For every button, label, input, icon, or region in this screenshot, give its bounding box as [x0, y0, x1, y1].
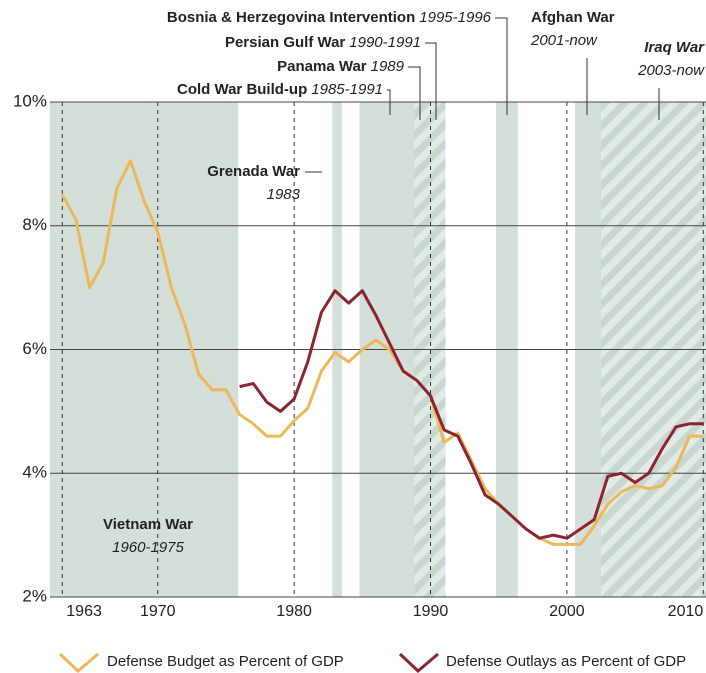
period-name: Panama War — [277, 58, 367, 75]
period-name: Grenada War — [207, 163, 300, 180]
period-name: Persian Gulf War — [225, 34, 345, 51]
period-years: 1960-1975 — [112, 539, 184, 556]
y-tick-label: 10% — [13, 91, 47, 110]
y-tick-label: 6% — [22, 339, 47, 358]
x-tick-label: 1970 — [140, 603, 176, 620]
x-tick-label: 2000 — [549, 603, 585, 620]
period-label: Bosnia & Herzegovina Intervention 1995-19… — [167, 9, 492, 26]
period-name: Iraq War — [644, 39, 705, 56]
period-years-label: 1983 — [267, 186, 301, 203]
leader-line — [425, 42, 437, 120]
period-label: Grenada War — [207, 163, 300, 180]
period-label: Persian Gulf War 1990-1991 — [225, 34, 421, 51]
period-label: Afghan War — [531, 9, 615, 26]
y-tick-label: 2% — [22, 586, 47, 605]
legend-label: Defense Outlays as Percent of GDP — [446, 653, 686, 670]
period-label: Cold War Build-up 1985-1991 — [177, 81, 383, 98]
period-label: Panama War 1989 — [277, 58, 405, 75]
leader-line — [408, 66, 421, 120]
x-tick-label: 1990 — [413, 603, 449, 620]
y-tick-label: 8% — [22, 215, 47, 234]
leader-line — [495, 17, 508, 115]
period-years-label: 2001-now — [530, 32, 598, 49]
period-years: 1989 — [371, 58, 405, 75]
series-line — [60, 159, 704, 546]
x-tick-label: 1980 — [276, 603, 312, 620]
x-tick-label: 1963 — [66, 603, 102, 620]
legend-label: Defense Budget as Percent of GDP — [107, 653, 344, 670]
period-years-label: 2003-now — [637, 62, 705, 79]
period-name: Bosnia & Herzegovina Intervention — [167, 9, 415, 26]
period-label: Vietnam War — [103, 516, 193, 533]
period-years: 1990-1991 — [349, 34, 421, 51]
period-name: Cold War Build-up — [177, 81, 307, 98]
period-years: 1995-1996 — [419, 9, 491, 26]
period-years-label: 1960-1975 — [112, 539, 184, 556]
period-years: 2001-now — [530, 32, 598, 49]
series-line — [239, 289, 704, 540]
period-years: 1983 — [267, 186, 301, 203]
period-years: 1985-1991 — [311, 81, 383, 98]
legend-swatch — [398, 652, 439, 673]
period-years: 2003-now — [637, 62, 705, 79]
period-label: Iraq War — [644, 39, 705, 56]
x-tick-label: 2010 — [668, 603, 704, 620]
y-tick-label: 4% — [22, 463, 47, 482]
period-name: Afghan War — [531, 9, 615, 26]
leader-line — [387, 89, 391, 115]
period-name: Vietnam War — [103, 516, 193, 533]
legend-swatch — [58, 652, 99, 673]
